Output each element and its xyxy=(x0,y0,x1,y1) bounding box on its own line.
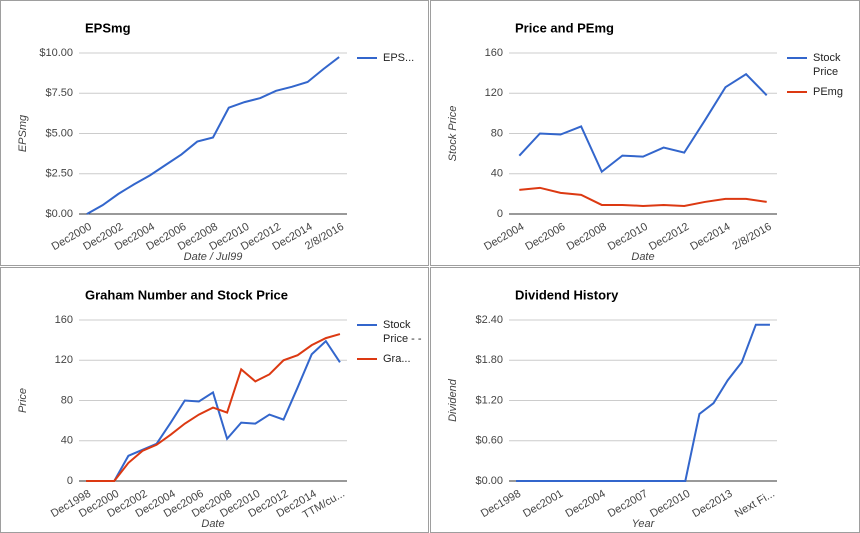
legend-entry: PEmg xyxy=(787,85,859,99)
x-tick-label: Dec2006 xyxy=(523,221,567,253)
chart-title: Graham Number and Stock Price xyxy=(85,287,288,302)
y-tick-label: $0.00 xyxy=(45,208,73,220)
chart-panel: Price and PEmg 0 40 80 120 160 Dec2004 Dec2006 D… xyxy=(430,0,860,266)
x-tick-label: Dec1998 xyxy=(479,488,523,520)
y-tick-label: 160 xyxy=(55,314,73,326)
x-axis-title: Date xyxy=(201,518,224,530)
x-tick-label: Next Fi... xyxy=(733,488,777,520)
legend-label: Stock Price - - xyxy=(383,319,422,345)
x-tick-label: Dec2004 xyxy=(563,488,607,520)
chart-panel: EPSmg $0.00 $2.50 $5.00 $7.50 $10.00 Dec2000 De… xyxy=(0,0,429,266)
chart-title: Price and PEmg xyxy=(515,20,614,35)
x-tick-label: Dec2012 xyxy=(647,221,691,253)
legend-entry: Stock Price - - xyxy=(357,318,428,346)
legend-swatch xyxy=(357,358,377,360)
chart-panel: Graham Number and Stock Price 0 40 80 120 160… xyxy=(0,267,429,533)
y-axis-title: Stock Price xyxy=(447,106,459,162)
legend-label: Gra... xyxy=(383,353,411,365)
y-tick-label: $7.50 xyxy=(45,87,73,99)
x-axis-title: Date xyxy=(631,251,654,263)
legend-swatch xyxy=(787,57,807,59)
line-series xyxy=(86,333,341,482)
y-tick-label: 40 xyxy=(61,435,73,447)
chart-title: EPSmg xyxy=(85,20,131,35)
x-tick-label: Dec2013 xyxy=(690,488,734,520)
y-tick-label: 160 xyxy=(485,47,503,59)
y-tick-label: $10.00 xyxy=(39,47,73,59)
line-series xyxy=(519,186,767,207)
chart-panel: Dividend History $0.00 $0.60 $1.20 $1.80 $2.4… xyxy=(430,267,860,533)
y-tick-label: $0.60 xyxy=(475,435,503,447)
y-tick-label: $1.80 xyxy=(475,354,503,366)
chart: EPSmg$0.00$2.50$5.00$7.50$10.00Dec2000De… xyxy=(17,20,347,263)
chart: Dividend History $0.00 $0.60 $1.20 $1.80 $2.4… xyxy=(447,287,777,530)
y-tick-label: 80 xyxy=(61,394,73,406)
legend: EPS... xyxy=(357,51,428,71)
x-tick-label: Dec2004 xyxy=(482,221,526,253)
x-tick-label: Dec2001 xyxy=(521,488,565,520)
y-tick-label: $2.50 xyxy=(45,168,73,180)
y-tick-label: 0 xyxy=(497,208,503,220)
chart-title: Dividend History xyxy=(515,287,619,302)
chart: Price and PEmg04080120160Dec2004Dec2006D… xyxy=(447,20,777,263)
line-series xyxy=(516,323,770,482)
legend: Stock Price - - Gra... xyxy=(357,318,428,372)
x-tick-label: 2/8/2016 xyxy=(731,221,774,253)
x-tick-label: Dec2007 xyxy=(606,488,650,520)
chart: Graham Number and Stock Price 0 40 80 120 160… xyxy=(17,287,347,530)
y-axis-title: EPSmg xyxy=(17,114,29,152)
legend-swatch xyxy=(357,324,377,326)
legend-label: Stock Price xyxy=(813,52,841,78)
y-tick-label: 120 xyxy=(55,354,73,366)
legend-entry: Stock Price xyxy=(787,51,859,79)
x-tick-label: Dec2010 xyxy=(606,221,650,253)
legend-entry: EPS... xyxy=(357,51,428,65)
y-tick-label: 40 xyxy=(491,168,503,180)
y-tick-label: 80 xyxy=(491,127,503,139)
y-tick-label: $1.20 xyxy=(475,394,503,406)
x-tick-label: Dec2010 xyxy=(648,488,692,520)
line-series xyxy=(86,339,341,482)
y-tick-label: 120 xyxy=(485,87,503,99)
legend-swatch xyxy=(787,91,807,93)
legend-entry: Gra... xyxy=(357,352,428,366)
y-axis-title: Dividend xyxy=(447,378,459,422)
line-series xyxy=(86,56,340,215)
x-axis-title: Date / Jul99 xyxy=(184,251,243,263)
y-tick-label: 0 xyxy=(67,475,73,487)
x-axis-title: Year xyxy=(632,518,656,530)
y-axis-title: Price xyxy=(17,388,29,413)
line-series xyxy=(518,72,768,174)
legend: Stock Price PEmg xyxy=(787,51,859,105)
y-tick-label: $5.00 xyxy=(45,127,73,139)
x-tick-label: Dec2008 xyxy=(565,221,609,253)
x-tick-label: Dec2014 xyxy=(688,221,732,253)
legend-swatch xyxy=(357,57,377,59)
y-tick-label: $2.40 xyxy=(475,314,503,326)
legend-label: EPS... xyxy=(383,52,415,64)
legend-label: PEmg xyxy=(813,86,843,98)
y-tick-label: $0.00 xyxy=(475,475,503,487)
